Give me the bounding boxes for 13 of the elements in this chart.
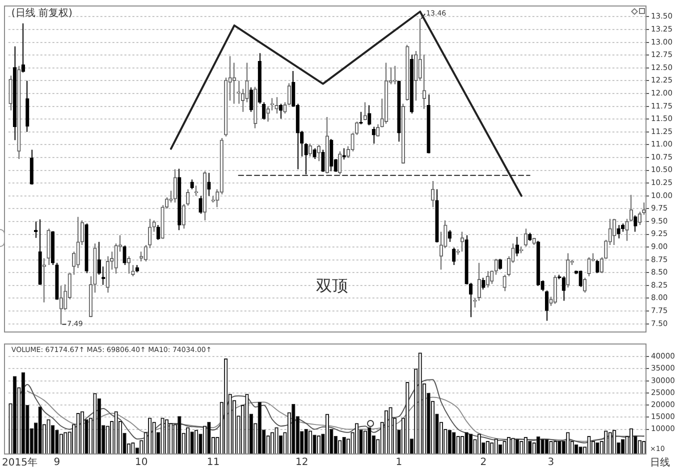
chart-title: (日线 前复权) bbox=[11, 7, 72, 20]
annotation: 双顶 bbox=[316, 276, 348, 296]
x-tick-label: 11 bbox=[206, 457, 220, 468]
text: 2015年 bbox=[2, 456, 38, 469]
x-tick-label: 12 bbox=[296, 457, 308, 468]
x-tick-label: 3 bbox=[548, 457, 554, 468]
line-series bbox=[18, 379, 644, 444]
x-tick-label: 1 bbox=[396, 457, 402, 468]
x-tick-label: 10 bbox=[135, 457, 148, 468]
text: 日线 bbox=[650, 456, 670, 469]
x-tick-label: 9 bbox=[54, 457, 60, 468]
x-tick-label: 2 bbox=[480, 457, 487, 468]
candlestick bbox=[236, 80, 240, 104]
